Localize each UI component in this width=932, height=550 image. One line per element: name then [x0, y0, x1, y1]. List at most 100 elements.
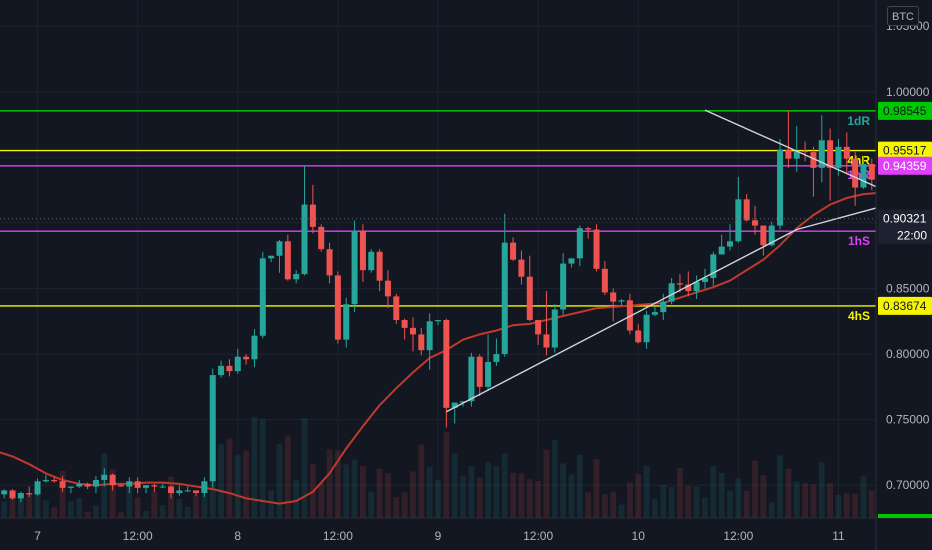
candle-body	[251, 335, 258, 360]
candle-body	[593, 229, 600, 269]
candle-body	[384, 280, 391, 297]
volume-bar	[368, 491, 375, 518]
volume-bar	[118, 512, 124, 518]
candle-body	[576, 228, 583, 259]
volume-bar	[243, 450, 250, 518]
level-price-tag-bg	[878, 141, 932, 160]
x-tick-label: 9	[435, 529, 442, 543]
volume-bar	[226, 438, 233, 518]
volume-bar	[59, 470, 66, 518]
candle-body	[368, 251, 375, 271]
candle-body	[701, 278, 708, 282]
volume-bar	[635, 474, 642, 518]
y-tick-label: 0.85000	[886, 282, 930, 296]
volume-bar	[651, 499, 658, 518]
price-tags: 0.985450.955170.943590.893730.836740.903…	[878, 101, 932, 518]
price-axis[interactable]	[876, 0, 932, 518]
volume-bar	[777, 455, 783, 518]
volume-bar	[159, 505, 166, 518]
volume-bar	[560, 463, 567, 518]
level-price-tag: 0.94359	[883, 159, 927, 173]
candle-body	[476, 356, 483, 387]
candle-body	[309, 204, 316, 227]
volume-bar	[435, 479, 441, 518]
candle-body	[268, 255, 275, 259]
level-label: 4hS	[848, 309, 870, 323]
volume-bar	[418, 444, 425, 518]
candle-body	[184, 490, 191, 492]
volume-bar	[1, 501, 8, 518]
volume-bar	[660, 484, 667, 518]
volume-bar	[26, 493, 33, 518]
volume-bar	[84, 511, 91, 518]
volume-bar	[443, 432, 450, 518]
volume-bar	[518, 473, 525, 518]
candle-body	[92, 479, 99, 487]
candle-body	[827, 140, 834, 168]
candle-body	[276, 241, 283, 256]
x-tick-label: 7	[34, 529, 41, 543]
candle-body	[760, 225, 767, 246]
volume-bar	[768, 502, 775, 518]
volume-bar	[835, 494, 842, 518]
candle-body	[743, 199, 750, 221]
volume-bar	[601, 494, 608, 518]
volume-bar	[134, 497, 141, 518]
volume-bar	[551, 440, 558, 518]
candle-body	[443, 319, 450, 408]
candle-body	[218, 365, 225, 376]
candle-body	[176, 490, 183, 494]
volume-bar	[468, 465, 475, 518]
candle-body	[551, 309, 558, 348]
candle-body	[726, 241, 734, 247]
volume-bar	[109, 469, 116, 518]
level-price-tag: 0.98545	[883, 104, 927, 118]
volume-bar	[818, 462, 825, 518]
candle-body	[660, 301, 667, 313]
volume-bar	[67, 501, 74, 518]
y-tick-label: 0.70000	[886, 478, 930, 492]
volume-bar	[326, 449, 333, 518]
candle-body	[34, 481, 41, 495]
volume-bar	[510, 472, 517, 518]
currency-badge[interactable]: BTC	[887, 6, 919, 26]
candle-body	[168, 486, 175, 494]
volume-bar	[493, 465, 500, 518]
volume-bar	[176, 498, 183, 518]
candle-body	[234, 356, 241, 372]
volume-bar	[610, 491, 617, 518]
volume-bar	[860, 476, 867, 518]
candle-body	[768, 225, 775, 246]
volume-bar	[743, 490, 750, 518]
candle-body	[626, 300, 633, 331]
candle-body	[26, 493, 33, 495]
volume-bar	[752, 460, 758, 518]
time-axis[interactable]	[0, 518, 932, 550]
volume-bar	[184, 506, 191, 518]
level-price-tag: 0.83674	[883, 299, 927, 313]
volume-bar	[852, 493, 859, 518]
volume-bar	[785, 468, 792, 518]
volume-bar	[343, 464, 350, 518]
volume-bar	[451, 453, 458, 518]
volume-bars	[1, 417, 932, 518]
volume-bar	[568, 474, 575, 518]
volume-bar	[385, 472, 391, 518]
candle-body	[518, 259, 525, 277]
volume-bar	[318, 482, 325, 518]
y-axis-ticks: 1.050001.000000.850000.800000.750000.700…	[886, 19, 930, 492]
candle-body	[134, 481, 141, 488]
volume-bar	[677, 468, 683, 518]
level-label: 1hS	[848, 234, 870, 248]
candle-body	[676, 283, 683, 285]
volume-bar	[76, 498, 83, 518]
candle-body	[126, 481, 133, 487]
volume-bar	[668, 486, 675, 518]
candle-body	[543, 334, 550, 348]
candle-body	[618, 300, 625, 302]
candle-body	[793, 150, 800, 159]
volume-bar	[51, 507, 58, 518]
candle-body	[84, 483, 91, 487]
volume-bar	[710, 465, 717, 518]
